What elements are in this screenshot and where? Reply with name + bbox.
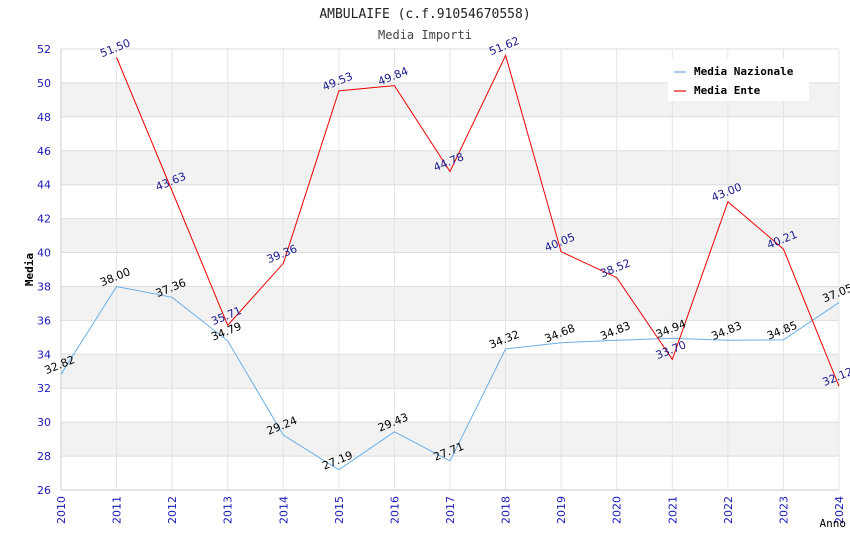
x-tick-label: 2011: [111, 496, 124, 524]
x-tick-label: 2017: [444, 496, 457, 524]
x-axis-label: Anno: [820, 517, 847, 530]
y-tick-label: 52: [37, 43, 51, 56]
legend-label-media-ente: Media Ente: [694, 84, 761, 97]
x-tick-label: 2012: [166, 496, 179, 524]
x-tick-label: 2019: [555, 496, 568, 524]
y-tick-label: 48: [37, 111, 51, 124]
y-tick-label: 26: [37, 484, 51, 497]
y-tick-label: 46: [37, 145, 51, 158]
data-label: 34.83: [598, 319, 632, 343]
x-tick-label: 2013: [222, 496, 235, 524]
y-tick-labels: 26 28 30 32 34 36 38 40 42 44 46 48 50 52: [37, 43, 51, 497]
x-tick-label: 2016: [388, 496, 401, 524]
data-label: 34.83: [710, 319, 744, 343]
x-tick-label: 2022: [722, 496, 735, 524]
series-line-media-ente: [116, 53, 840, 387]
x-tick-label: 2020: [611, 496, 624, 524]
x-tick-label: 2018: [500, 496, 513, 524]
y-tick-label: 30: [37, 416, 51, 429]
data-label: 38.00: [98, 265, 132, 289]
y-axis-label: Media: [23, 253, 36, 286]
legend-label-media-nazionale: Media Nazionale: [694, 65, 794, 78]
legend: Media Nazionale Media Ente: [668, 59, 809, 101]
y-tick-label: 32: [37, 382, 51, 395]
series-line-media-nazionale: [60, 285, 840, 471]
y-tick-label: 38: [37, 280, 51, 293]
x-tick-label: 2023: [777, 496, 790, 524]
y-tick-label: 28: [37, 450, 51, 463]
chart-title: AMBULAIFE (c.f.91054670558): [319, 7, 530, 22]
axes: [60, 49, 839, 491]
y-tick-label: 50: [37, 77, 51, 90]
x-tick-label: 2015: [333, 496, 346, 524]
grid-lines: [60, 48, 840, 491]
series-layer: [60, 53, 840, 471]
data-label: 51.50: [98, 36, 132, 60]
y-tick-label: 42: [37, 213, 51, 226]
y-tick-label: 34: [37, 348, 51, 361]
x-tick-label: 2024: [833, 496, 846, 524]
data-label: 51.62: [487, 34, 521, 58]
legend-background: [668, 59, 809, 101]
chart-subtitle: Media Importi: [378, 28, 472, 42]
data-label: 34.85: [765, 319, 799, 343]
x-tick-labels: 2010 2011 2012 2013 2014 2015 2016 2017 2018 2019…: [55, 496, 846, 524]
y-tick-label: 44: [37, 179, 51, 192]
y-tick-label: 36: [37, 314, 51, 327]
x-tick-label: 2021: [666, 496, 679, 524]
x-tick-label: 2014: [277, 496, 290, 524]
y-tick-label: 40: [37, 247, 51, 260]
x-tick-label: 2010: [55, 496, 68, 524]
